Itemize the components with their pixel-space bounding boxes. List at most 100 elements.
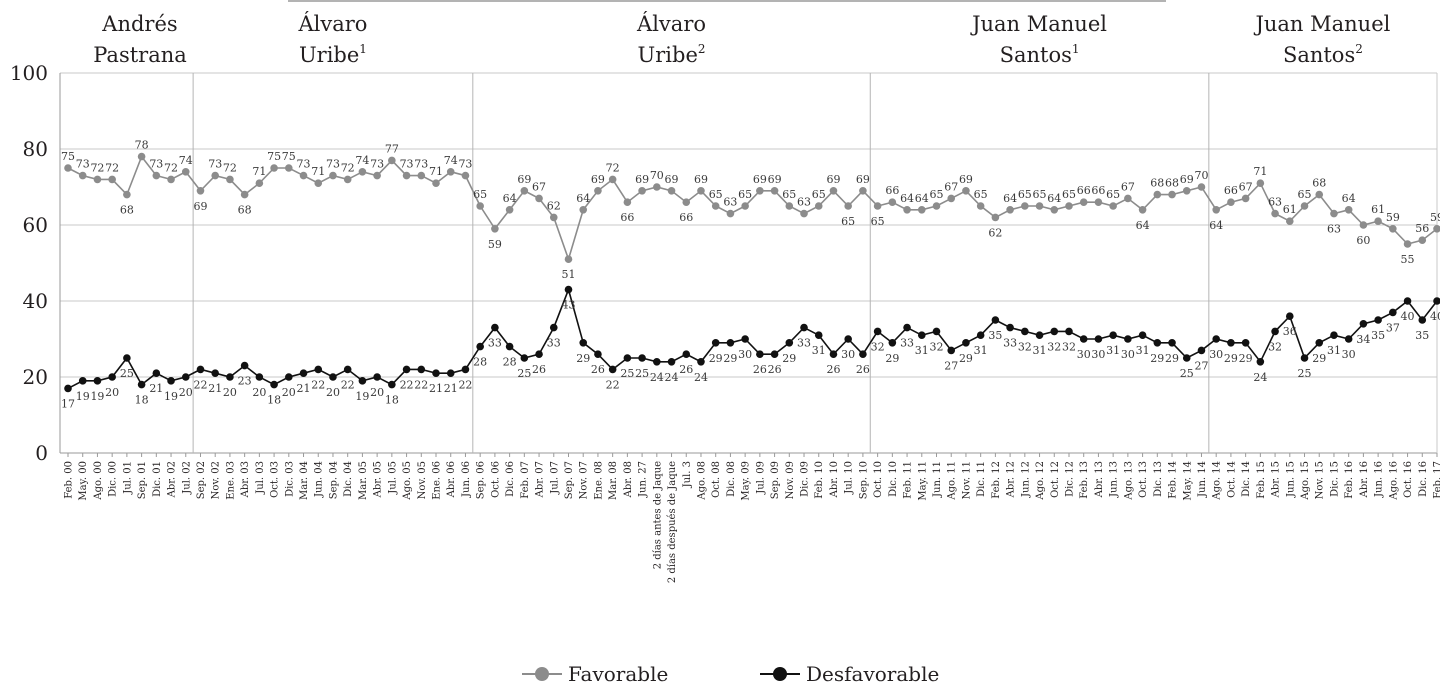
data-label-favorable: 64 bbox=[1003, 192, 1017, 205]
x-tick-label: 2 días después de Jaque bbox=[667, 461, 678, 583]
x-tick-label: Nov. 05 bbox=[417, 461, 428, 499]
period-name-line2: Pastrana bbox=[93, 43, 187, 67]
x-tick-label: Feb. 07 bbox=[520, 461, 531, 499]
data-point-favorable bbox=[314, 179, 323, 187]
data-label-desfavorable: 33 bbox=[547, 337, 561, 350]
data-label-favorable: 69 bbox=[694, 173, 708, 186]
x-tick-label: Nov. 02 bbox=[211, 461, 222, 499]
data-point-desfavorable bbox=[181, 373, 190, 381]
x-tick-label: Dic. 14 bbox=[1241, 461, 1252, 497]
data-point-desfavorable bbox=[476, 342, 484, 351]
data-label-favorable: 56 bbox=[1415, 222, 1429, 235]
series-layer bbox=[64, 152, 1440, 393]
y-tick-label: 0 bbox=[35, 441, 48, 465]
x-tick-label: Dic. 03 bbox=[284, 461, 295, 497]
data-point-favorable bbox=[1330, 209, 1338, 218]
data-point-desfavorable bbox=[1330, 331, 1338, 340]
data-point-favorable bbox=[638, 187, 646, 195]
data-point-desfavorable bbox=[1285, 312, 1294, 321]
data-label-desfavorable: 19 bbox=[355, 390, 369, 403]
data-label-favorable: 61 bbox=[1283, 203, 1297, 216]
x-tick-label: Nov. 07 bbox=[579, 461, 590, 499]
data-point-favorable bbox=[402, 171, 411, 180]
data-label-favorable: 72 bbox=[105, 161, 119, 174]
data-label-favorable: 69 bbox=[768, 173, 782, 186]
data-label-favorable: 63 bbox=[1268, 196, 1282, 209]
x-tick-label: May. 09 bbox=[741, 461, 752, 501]
data-point-desfavorable bbox=[667, 358, 676, 366]
period-labels: Andrés Pastrana Álvaro Uribe1 Álvaro Uribe2 Ju… bbox=[93, 12, 1390, 67]
x-tick-label: Oct. 12 bbox=[1050, 461, 1061, 498]
data-label-favorable: 64 bbox=[915, 192, 929, 205]
legend-desfavorable-marker bbox=[773, 667, 787, 681]
data-point-favorable bbox=[917, 206, 926, 214]
data-label-desfavorable: 19 bbox=[90, 390, 104, 403]
data-point-desfavorable bbox=[211, 369, 220, 378]
x-tick-label: Oct. 14 bbox=[1226, 461, 1237, 498]
data-label-favorable: 65 bbox=[1033, 188, 1047, 201]
data-point-favorable bbox=[1006, 206, 1014, 214]
data-point-favorable bbox=[947, 194, 956, 203]
data-point-desfavorable bbox=[653, 358, 661, 366]
data-point-favorable bbox=[123, 190, 131, 199]
period-name-line2: Santos1 bbox=[1000, 42, 1080, 67]
data-label-desfavorable: 37 bbox=[1386, 321, 1400, 334]
data-label-favorable: 65 bbox=[1018, 188, 1032, 201]
data-point-favorable bbox=[476, 202, 484, 210]
data-label-desfavorable: 26 bbox=[753, 363, 767, 376]
data-label-favorable: 69 bbox=[635, 173, 649, 186]
data-point-favorable bbox=[549, 213, 558, 222]
data-point-desfavorable bbox=[1079, 335, 1088, 343]
x-tick-label: Dic. 13 bbox=[1153, 461, 1164, 497]
data-point-desfavorable bbox=[1124, 335, 1132, 343]
data-label-favorable: 68 bbox=[238, 204, 252, 217]
data-point-desfavorable bbox=[255, 373, 264, 381]
x-tick-label: Dic. 04 bbox=[343, 461, 354, 497]
data-label-desfavorable: 22 bbox=[400, 378, 414, 391]
data-label-desfavorable: 26 bbox=[532, 363, 546, 376]
data-point-favorable bbox=[373, 171, 381, 180]
x-tick-label: Dic. 09 bbox=[800, 461, 811, 497]
data-point-favorable bbox=[976, 202, 985, 210]
data-label-desfavorable: 25 bbox=[1298, 367, 1312, 380]
data-label-desfavorable: 21 bbox=[208, 382, 222, 395]
data-label-desfavorable: 22 bbox=[341, 378, 355, 391]
data-point-favorable bbox=[152, 171, 161, 180]
x-tick-label: Abr. 02 bbox=[167, 461, 178, 498]
data-point-favorable bbox=[564, 255, 573, 263]
data-point-desfavorable bbox=[932, 327, 941, 336]
data-label-favorable: 71 bbox=[252, 165, 266, 178]
data-label-desfavorable: 30 bbox=[1342, 348, 1356, 361]
data-label-favorable: 64 bbox=[900, 192, 914, 205]
data-point-favorable bbox=[873, 202, 882, 210]
data-point-favorable bbox=[1094, 198, 1103, 206]
data-point-desfavorable bbox=[1418, 316, 1427, 324]
data-label-desfavorable: 30 bbox=[1121, 348, 1135, 361]
data-label-favorable: 72 bbox=[341, 161, 355, 174]
x-tick-label: Jul. 05 bbox=[387, 461, 398, 495]
period-superscript: 2 bbox=[1355, 42, 1363, 56]
x-tick-label: Abr. 10 bbox=[829, 461, 840, 498]
data-label-favorable: 70 bbox=[1194, 169, 1208, 182]
data-point-favorable bbox=[137, 152, 146, 161]
data-point-favorable bbox=[594, 187, 602, 195]
data-label-favorable: 69 bbox=[959, 173, 973, 186]
data-point-favorable bbox=[888, 198, 897, 206]
x-tick-label: Sep. 07 bbox=[564, 461, 575, 499]
data-point-desfavorable bbox=[1403, 297, 1412, 305]
x-tick-label: Feb. 00 bbox=[64, 461, 75, 499]
data-point-favorable bbox=[1197, 183, 1206, 191]
data-label-favorable: 75 bbox=[267, 150, 281, 163]
x-tick-label: Jun. 15 bbox=[1285, 461, 1296, 498]
x-tick-label: Oct. 16 bbox=[1403, 461, 1414, 498]
data-label-favorable: 73 bbox=[149, 158, 163, 171]
data-label-desfavorable: 21 bbox=[297, 382, 311, 395]
data-label-desfavorable: 20 bbox=[326, 386, 340, 399]
data-point-desfavorable bbox=[1433, 297, 1440, 305]
data-point-desfavorable bbox=[564, 285, 573, 294]
y-tick-label: 20 bbox=[23, 365, 48, 389]
data-point-desfavorable bbox=[800, 323, 808, 332]
data-point-desfavorable bbox=[859, 350, 867, 359]
data-point-favorable bbox=[1021, 202, 1029, 210]
data-point-desfavorable bbox=[549, 323, 558, 332]
